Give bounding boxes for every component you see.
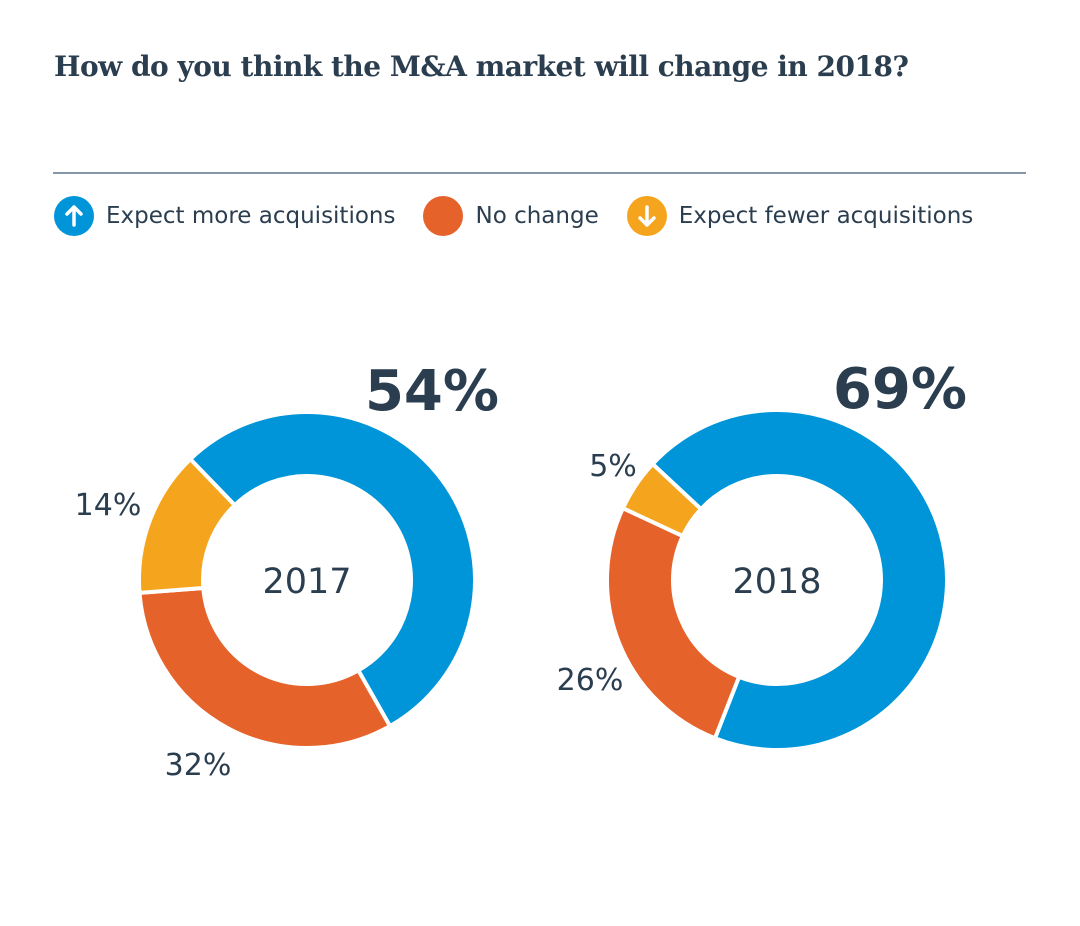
- legend-label: Expect more acquisitions: [106, 203, 396, 229]
- circle-icon: [423, 196, 464, 236]
- donut-slice: [620, 461, 704, 539]
- legend-label: Expect fewer acquisitions: [678, 203, 974, 229]
- donut-slice: [137, 456, 238, 596]
- legend-item-more: Expect more acquisitions: [54, 196, 395, 236]
- donut-center-label: 2017: [262, 562, 351, 602]
- legend-item-no-change: No change: [423, 196, 599, 236]
- divider: [53, 172, 1026, 174]
- donut-slice: [605, 505, 742, 741]
- slice-value-label: 54%: [365, 359, 499, 424]
- legend-item-fewer: Expect fewer acquisitions: [626, 196, 974, 236]
- slice-value-label: 32%: [165, 748, 232, 783]
- slice-value-label: 69%: [833, 357, 967, 422]
- slice-value-label: 14%: [75, 488, 142, 523]
- chart-title: How do you think the M&A market will cha…: [54, 50, 909, 83]
- arrow-up-icon: [54, 196, 94, 236]
- slice-value-label: 5%: [589, 449, 637, 484]
- legend-label: No change: [475, 203, 599, 229]
- legend: Expect more acquisitions No change Expec…: [54, 196, 1001, 236]
- arrow-down-icon: [626, 196, 667, 236]
- donut-center-label: 2018: [732, 562, 821, 602]
- donut-slice: [137, 585, 393, 750]
- donut-slice: [649, 408, 949, 752]
- slice-value-label: 26%: [557, 663, 624, 698]
- donut-slice: [187, 410, 477, 729]
